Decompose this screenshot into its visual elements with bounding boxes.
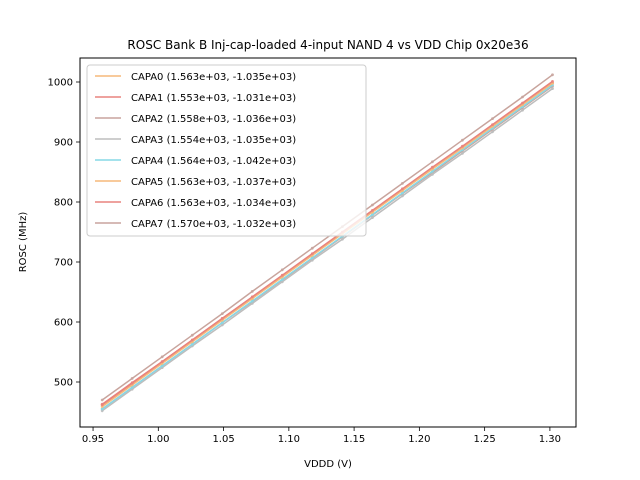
y-tick-label: 1000 — [48, 78, 73, 89]
series-line-capa6 — [101, 80, 553, 406]
data-point-capa6 — [160, 360, 164, 363]
data-point-capa6 — [461, 144, 464, 148]
data-point-capa4 — [401, 191, 404, 195]
x-tick-label: 1.20 — [408, 434, 430, 445]
data-point-capa6 — [521, 101, 524, 105]
legend-label-capa6: CAPA6 (1.563e+03, -1.034e+03) — [131, 198, 296, 209]
x-tick-label: 1.30 — [539, 434, 561, 445]
x-tick-label: 1.25 — [473, 434, 495, 445]
data-point-capa7 — [461, 138, 464, 142]
data-point-capa3 — [431, 173, 434, 176]
data-point-capa4 — [100, 407, 104, 411]
data-point-capa6 — [280, 273, 284, 277]
series-line-capa7 — [101, 74, 553, 401]
series-line-capa5 — [101, 82, 553, 408]
plot-frame — [79, 57, 577, 428]
series-layer — [100, 73, 554, 413]
data-point-capa3 — [551, 87, 554, 90]
y-tick-label: 600 — [54, 318, 73, 329]
data-point-capa7 — [220, 312, 224, 315]
y-tick-label: 500 — [54, 378, 73, 389]
data-point-capa4 — [310, 256, 314, 260]
data-point-capa4 — [190, 342, 194, 346]
legend-box — [86, 64, 367, 237]
data-point-capa3 — [401, 194, 404, 198]
data-point-capa3 — [461, 152, 464, 155]
data-point-capa3 — [220, 323, 224, 327]
data-point-capa3 — [310, 258, 314, 262]
data-point-capa3 — [371, 216, 374, 220]
data-point-capa6 — [491, 123, 494, 126]
x-tick-label: 1.00 — [147, 434, 169, 445]
y-axis-label: ROSC (MHz) — [18, 212, 29, 273]
x-tick-label: 1.05 — [212, 434, 234, 445]
y-tick-label: 700 — [54, 258, 73, 269]
chart-title: ROSC Bank B Inj-cap-loaded 4-input NAND … — [127, 38, 528, 52]
data-point-capa3 — [521, 108, 524, 112]
data-point-capa6 — [130, 381, 134, 385]
legend-label-capa4: CAPA4 (1.564e+03, -1.042e+03) — [131, 156, 296, 167]
data-point-capa6 — [190, 338, 194, 342]
data-point-capa6 — [310, 252, 314, 256]
data-point-capa6 — [551, 80, 554, 83]
legend-label-capa0: CAPA0 (1.563e+03, -1.035e+03) — [131, 72, 296, 83]
legend-label-capa5: CAPA5 (1.563e+03, -1.037e+03) — [131, 177, 296, 188]
data-point-capa6 — [220, 317, 224, 320]
series-line-capa4 — [101, 84, 553, 410]
legend-label-capa7: CAPA7 (1.570e+03, -1.032e+03) — [131, 219, 296, 230]
data-point-capa7 — [371, 203, 374, 207]
x-tick-label: 1.15 — [343, 434, 365, 445]
data-point-capa4 — [431, 170, 434, 173]
data-point-capa6 — [371, 209, 374, 212]
data-point-capa6 — [250, 295, 254, 299]
y-axis: 500 600 700 800 900 1000 — [48, 78, 80, 389]
data-point-capa3 — [250, 302, 254, 305]
data-point-capa6 — [431, 165, 434, 169]
data-point-capa4 — [160, 364, 164, 368]
data-point-capa4 — [371, 213, 374, 217]
data-point-capa7 — [401, 182, 404, 185]
data-point-capa7 — [100, 398, 104, 402]
data-point-capa6 — [401, 187, 404, 191]
x-tick-label: 0.95 — [82, 434, 104, 445]
data-point-capa7 — [250, 290, 254, 293]
y-tick-label: 800 — [54, 198, 73, 209]
x-tick-label: 1.10 — [278, 434, 300, 445]
data-point-capa7 — [521, 95, 524, 99]
data-point-capa7 — [280, 268, 284, 272]
series-line-capa3 — [101, 87, 553, 412]
data-point-capa4 — [250, 299, 254, 303]
y-tick-label: 900 — [54, 138, 73, 149]
x-axis-label: VDDD (V) — [304, 459, 352, 470]
legend-label-capa1: CAPA1 (1.553e+03, -1.031e+03) — [131, 93, 296, 104]
data-point-capa7 — [190, 333, 194, 337]
data-point-capa3 — [280, 280, 284, 284]
x-axis: 0.95 1.00 1.05 1.10 1.15 1.20 1.25 1.30 — [82, 427, 561, 445]
data-point-capa4 — [280, 278, 284, 281]
legend-label-capa2: CAPA2 (1.558e+03, -1.036e+03) — [131, 114, 296, 125]
data-point-capa3 — [341, 237, 344, 241]
legend: CAPA0 (1.563e+03, -1.035e+03) CAPA1 (1.55… — [86, 64, 367, 237]
data-point-capa4 — [130, 386, 134, 389]
data-point-capa7 — [431, 160, 434, 164]
data-point-capa7 — [491, 117, 494, 120]
data-point-capa6 — [100, 403, 104, 407]
data-point-capa7 — [130, 377, 134, 380]
legend-label-capa3: CAPA3 (1.554e+03, -1.035e+03) — [131, 135, 296, 146]
data-point-capa7 — [160, 355, 164, 359]
data-point-capa3 — [491, 130, 494, 134]
data-point-capa4 — [220, 321, 224, 324]
data-point-capa7 — [310, 246, 314, 250]
data-point-capa7 — [551, 73, 554, 77]
